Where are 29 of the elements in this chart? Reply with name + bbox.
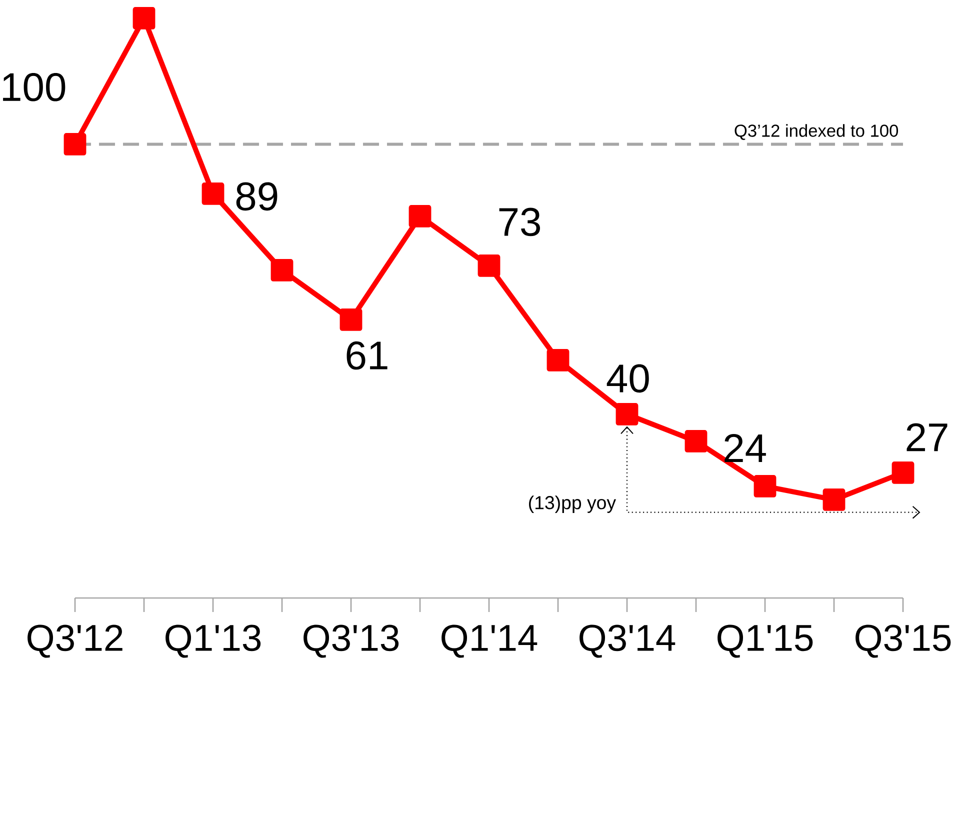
x-tick-label: Q1'14 — [442, 624, 538, 658]
data-label: 73 — [499, 208, 540, 236]
data-label: 89 — [236, 182, 278, 211]
data-label: 27 — [906, 423, 948, 452]
point — [132, 7, 156, 30]
data-label: 100 — [3, 72, 66, 102]
data-label: 61 — [346, 341, 388, 370]
point — [616, 403, 638, 426]
x-tick-label: Q1'13 — [166, 624, 261, 658]
annotation: (13)pp yoy — [529, 496, 616, 513]
point — [408, 205, 432, 228]
point — [754, 475, 776, 498]
data-label: 24 — [724, 434, 766, 462]
point — [822, 488, 846, 511]
x-tick-label: Q3'15 — [856, 624, 951, 658]
point — [892, 462, 914, 484]
ref-line-label: Q3’12 indexed to 100 — [734, 124, 898, 140]
data-label: 40 — [606, 364, 649, 393]
point — [546, 349, 570, 372]
point — [270, 259, 294, 282]
point — [684, 430, 708, 452]
point — [478, 254, 500, 277]
point — [340, 308, 362, 331]
x-tick-label: Q1'15 — [718, 624, 813, 658]
point — [202, 182, 224, 205]
x-tick-label: Q3'13 — [304, 624, 399, 658]
x-tick-label: Q3'12 — [28, 624, 122, 658]
point — [64, 133, 86, 156]
x-tick-label: Q3'14 — [580, 624, 676, 658]
